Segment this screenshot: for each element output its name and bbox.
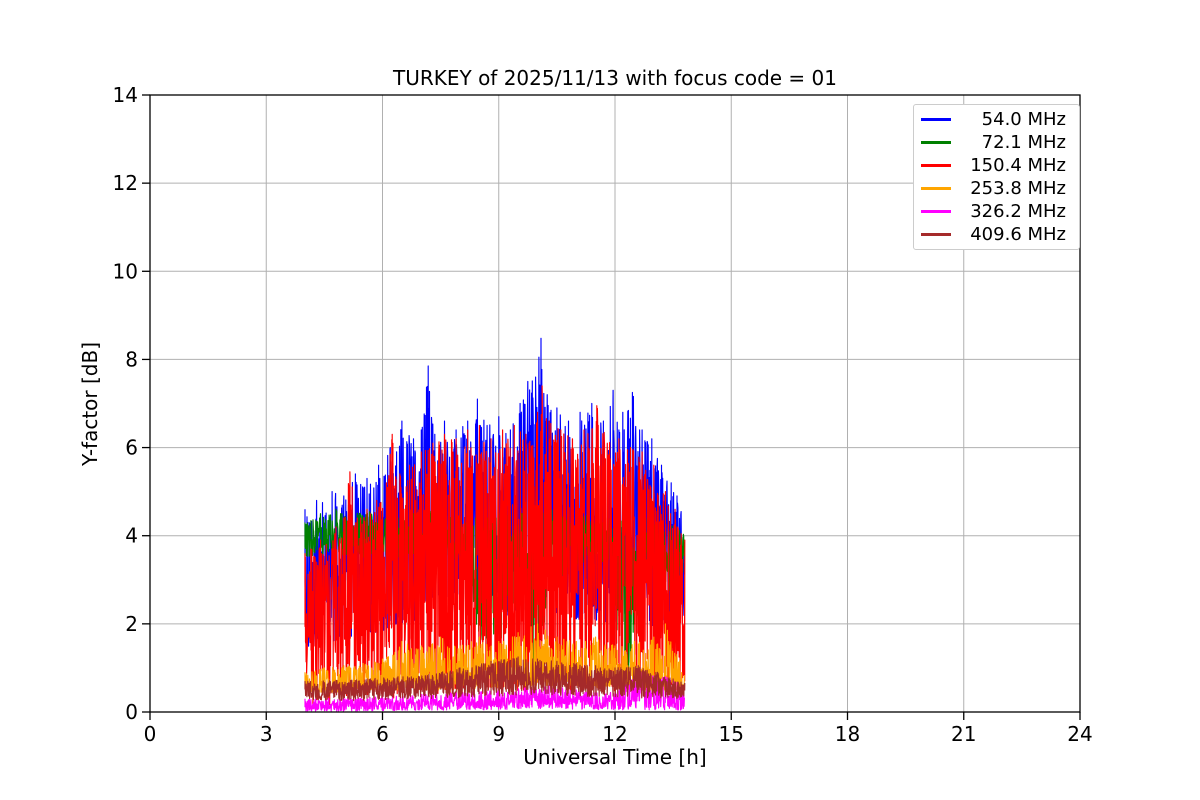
- y-tick-label: 8: [125, 347, 138, 371]
- legend-line-swatch: [921, 118, 951, 121]
- legend-label: 72.1 MHz: [981, 132, 1066, 153]
- legend-label: 409.6 MHz: [970, 224, 1066, 245]
- x-tick-label: 0: [144, 722, 157, 746]
- series-line-409-6-mhz: [304, 656, 686, 702]
- legend-entry: 150.4 MHz: [914, 154, 1079, 177]
- series-line-326-2-mhz: [304, 671, 685, 712]
- x-tick-label: 21: [951, 722, 976, 746]
- y-tick-label: 0: [125, 700, 138, 724]
- y-tick-label: 6: [125, 436, 138, 460]
- y-axis-label: Y-factor [dB]: [78, 342, 102, 467]
- x-tick-label: 18: [835, 722, 860, 746]
- legend-line-swatch: [921, 187, 951, 190]
- legend-entry: 253.8 MHz: [914, 177, 1079, 200]
- legend-line-swatch: [921, 141, 951, 144]
- y-tick-label: 14: [113, 83, 138, 107]
- x-axis-label: Universal Time [h]: [523, 745, 706, 769]
- x-tick-label: 12: [602, 722, 627, 746]
- x-tick-label: 6: [376, 722, 389, 746]
- y-tick-label: 4: [125, 524, 138, 548]
- legend-label: 54.0 MHz: [981, 109, 1066, 130]
- legend-label: 253.8 MHz: [970, 178, 1066, 199]
- y-tick-label: 10: [113, 259, 138, 283]
- legend: 54.0 MHz 72.1 MHz 150.4 MHz 253.8 MHz 326.2 …: [913, 104, 1080, 250]
- legend-entry: 54.0 MHz: [914, 108, 1079, 131]
- legend-entry: 72.1 MHz: [914, 131, 1079, 154]
- y-tick-label: 2: [125, 612, 138, 636]
- x-tick-label: 15: [719, 722, 744, 746]
- legend-entry: 326.2 MHz: [914, 200, 1079, 223]
- legend-line-swatch: [921, 164, 951, 167]
- legend-entry: 409.6 MHz: [914, 223, 1079, 246]
- y-tick-label: 12: [113, 171, 138, 195]
- x-tick-label: 3: [260, 722, 273, 746]
- chart-title: TURKEY of 2025/11/13 with focus code = 0…: [392, 66, 837, 90]
- legend-line-swatch: [921, 210, 951, 213]
- legend-line-swatch: [921, 233, 951, 236]
- data-series-layer: [304, 337, 686, 712]
- x-tick-label: 9: [492, 722, 505, 746]
- legend-label: 150.4 MHz: [970, 155, 1066, 176]
- x-tick-label: 24: [1067, 722, 1092, 746]
- legend-label: 326.2 MHz: [970, 201, 1066, 222]
